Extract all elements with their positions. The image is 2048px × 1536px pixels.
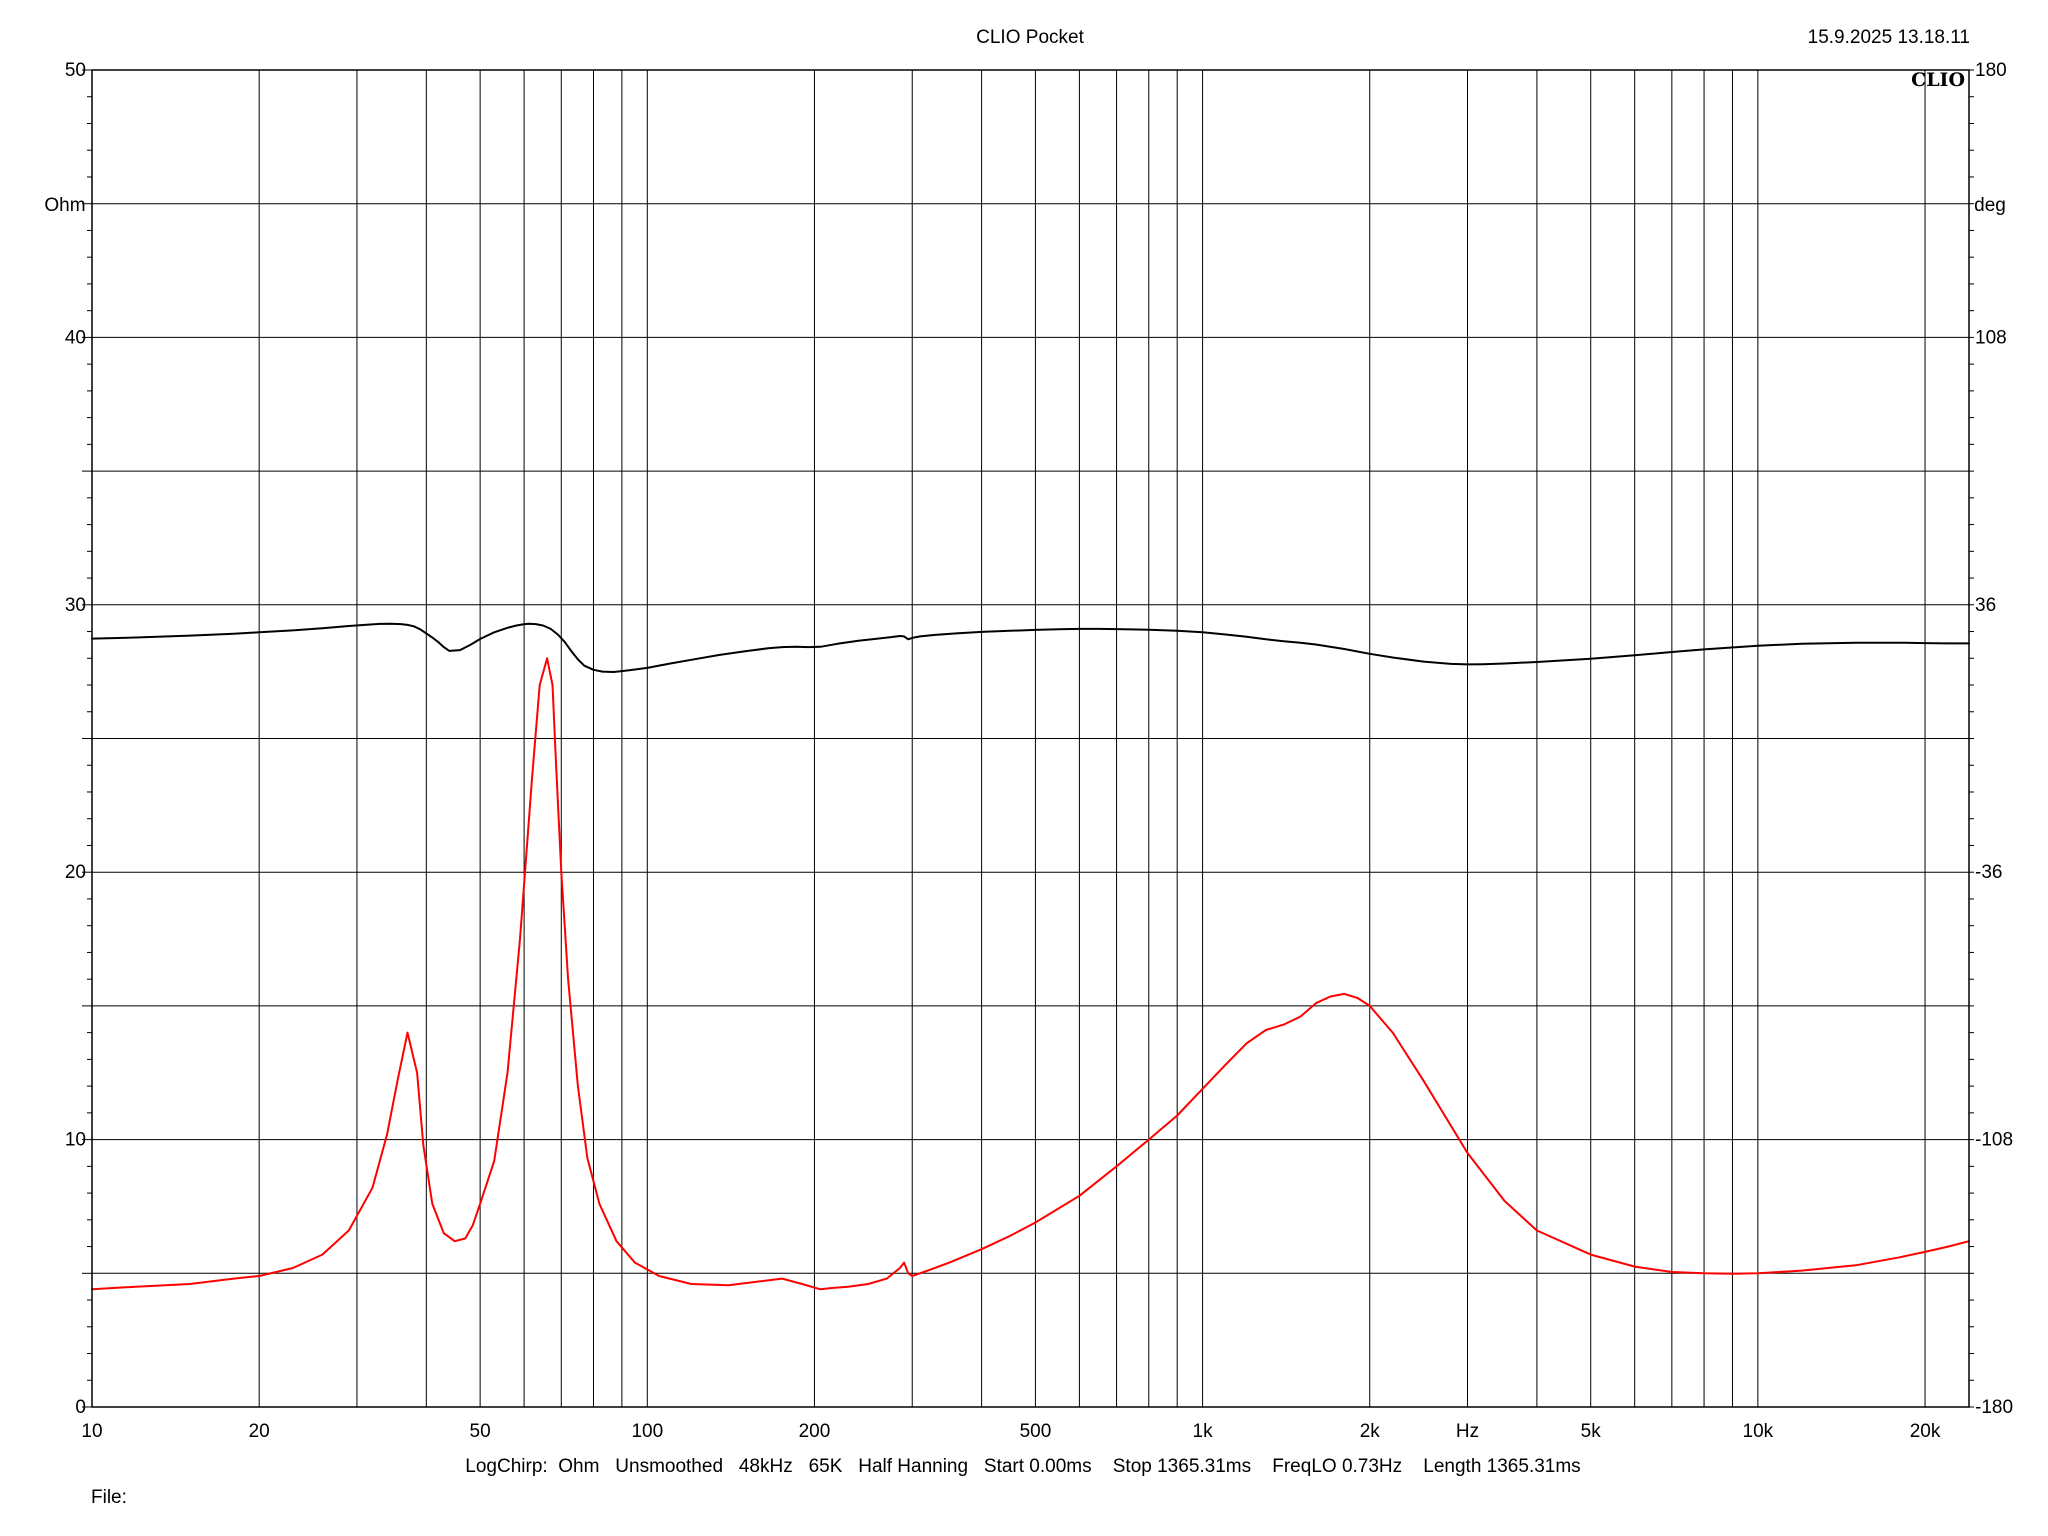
right-tick-label: -180 [1975, 1397, 2013, 1418]
left-axis-unit: Ohm [44, 195, 85, 216]
x-axis: 10 20 50 100 200 500 1k 2k 5k 10k 20k [81, 1421, 1940, 1442]
x-tick-label: 2k [1360, 1421, 1381, 1442]
right-tick-label: 180 [1975, 60, 2007, 81]
x-tick-label: 200 [799, 1421, 831, 1442]
right-tick-label: -108 [1975, 1130, 2013, 1151]
right-tick-label: 36 [1975, 595, 1996, 616]
setting-unit: Ohm [558, 1456, 599, 1477]
grid [92, 70, 1969, 1407]
x-axis-unit: Hz [1456, 1421, 1479, 1442]
x-tick-label: 500 [1020, 1421, 1052, 1442]
file-label: File: [91, 1487, 127, 1508]
left-tick-label: 10 [65, 1130, 86, 1151]
left-tick-label: 50 [65, 60, 86, 81]
left-axis: 0 10 20 30 40 50 [65, 60, 92, 1418]
right-axis-unit: deg [1974, 195, 2006, 216]
setting-stop: Stop 1365.31ms [1113, 1456, 1251, 1477]
setting-size: 65K [809, 1456, 843, 1477]
left-tick-label: 20 [65, 862, 86, 883]
left-tick-label: 0 [75, 1397, 86, 1418]
setting-smoothing: Unsmoothed [615, 1456, 723, 1477]
x-tick-label: 20k [1910, 1421, 1941, 1442]
setting-samplerate: 48kHz [739, 1456, 793, 1477]
clio-logo: CLIO [1911, 69, 1965, 91]
right-tick-label: -36 [1975, 862, 2002, 883]
setting-start: Start 0.00ms [984, 1456, 1092, 1477]
setting-window: Half Hanning [858, 1456, 968, 1477]
right-axis: -180 -108 -36 36 108 180 [1969, 60, 2013, 1418]
measurement-settings: LogChirp: Ohm Unsmoothed 48kHz 65K Half … [465, 1456, 1580, 1477]
x-tick-label: 1k [1193, 1421, 1214, 1442]
series-layer [91, 622, 1970, 1291]
chart-title: CLIO Pocket [976, 27, 1084, 48]
phase-curve [91, 622, 1970, 673]
left-tick-label: 40 [65, 327, 86, 348]
x-tick-label: 50 [470, 1421, 491, 1442]
x-tick-label: 20 [249, 1421, 270, 1442]
timestamp: 15.9.2025 13.18.11 [1808, 27, 1970, 48]
impedance-curve [91, 657, 1970, 1291]
x-tick-label: 10k [1743, 1421, 1774, 1442]
x-tick-label: 100 [631, 1421, 663, 1442]
right-tick-label: 108 [1975, 327, 2007, 348]
setting-freqlo: FreqLO 0.73Hz [1272, 1456, 1402, 1477]
left-tick-label: 30 [65, 595, 86, 616]
x-tick-label: 5k [1581, 1421, 1602, 1442]
setting-length: Length 1365.31ms [1423, 1456, 1580, 1477]
x-tick-label: 10 [81, 1421, 102, 1442]
setting-mode: LogChirp: [465, 1456, 547, 1477]
